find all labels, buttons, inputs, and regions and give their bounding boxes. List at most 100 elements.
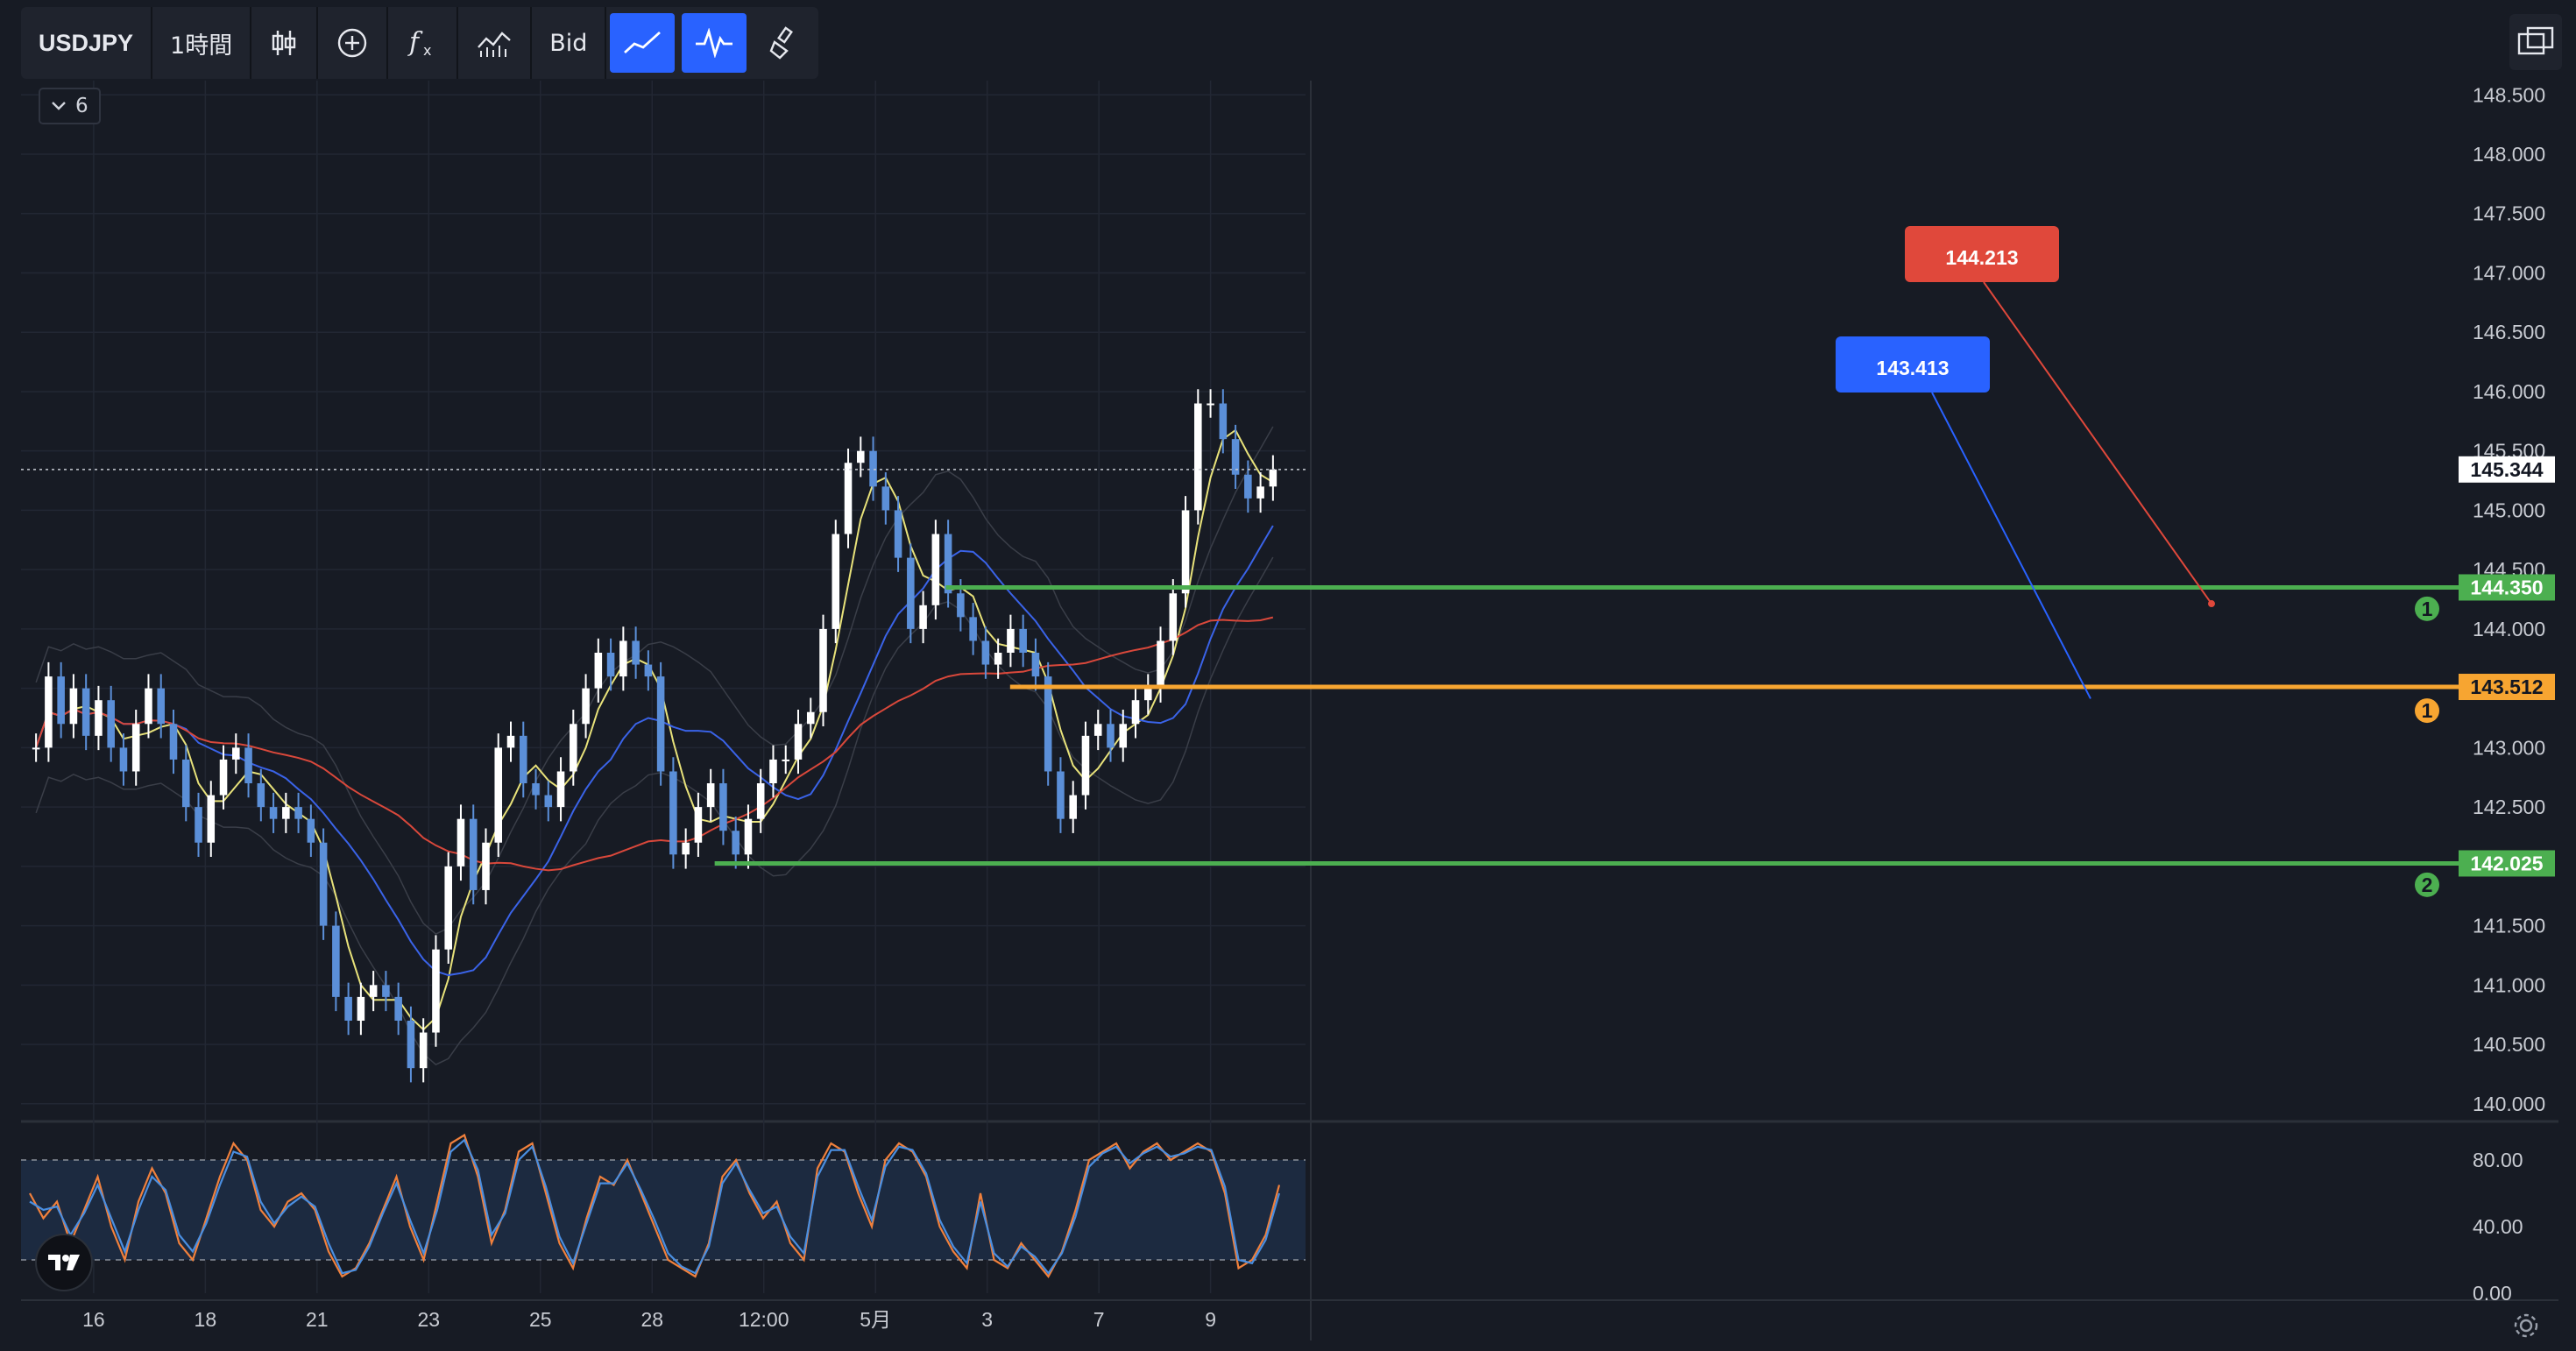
settings-gear-icon[interactable] xyxy=(2511,1311,2541,1340)
interval-button[interactable]: 1時間 xyxy=(152,7,252,79)
price-tick-label: 146.000 xyxy=(2473,380,2545,403)
candle-body xyxy=(294,807,302,819)
oscillator-tick-label: 0.00 xyxy=(2473,1282,2512,1305)
candle-body xyxy=(632,640,640,665)
wave-tool-button[interactable] xyxy=(682,13,747,73)
candle-body xyxy=(244,747,252,784)
candle-body xyxy=(157,688,166,725)
symbol-label: USDJPY xyxy=(39,29,134,56)
svg-text:f: f xyxy=(407,27,423,58)
time-tick-label: 18 xyxy=(195,1308,217,1331)
candle-body xyxy=(694,807,703,843)
level-price-label: 144.350 xyxy=(2470,576,2543,598)
tradingview-logo[interactable] xyxy=(35,1234,93,1291)
price-source-button[interactable]: Bid xyxy=(532,7,607,79)
candle-body xyxy=(1269,469,1277,487)
candle-body xyxy=(107,700,115,748)
candle-body xyxy=(682,842,690,855)
trend-line-icon xyxy=(624,31,662,54)
candle-body xyxy=(570,724,577,772)
candle-body xyxy=(907,557,915,629)
symbol-button[interactable]: USDJPY xyxy=(21,7,153,79)
candles-icon xyxy=(272,31,296,55)
candle-body xyxy=(1093,724,1102,736)
candle-body xyxy=(857,450,865,463)
candle-body xyxy=(382,985,390,997)
candle-body xyxy=(1119,724,1128,748)
candle-body xyxy=(1081,735,1090,796)
candle-body xyxy=(494,747,503,843)
time-tick-label: 16 xyxy=(82,1308,105,1331)
candle-body xyxy=(307,818,315,843)
interval-label: 1時間 xyxy=(170,32,233,60)
candle-body xyxy=(1031,652,1040,677)
indicator-legend-toggle[interactable]: 6 xyxy=(39,88,101,124)
candle-body xyxy=(506,735,515,748)
layout-button[interactable] xyxy=(2509,14,2562,70)
candle-body xyxy=(919,605,927,629)
level-price-label: 142.025 xyxy=(2470,852,2543,874)
candle-body xyxy=(1219,403,1228,440)
bollinger-upper-band xyxy=(35,426,1274,935)
red-callout-box xyxy=(1905,226,2059,282)
candle-body xyxy=(257,783,265,808)
candle-body xyxy=(931,534,940,605)
price-tick-label: 141.000 xyxy=(2473,973,2545,996)
add-indicator-button[interactable] xyxy=(318,7,389,79)
stochastic-k-line xyxy=(29,1133,1281,1278)
price-tick-label: 140.500 xyxy=(2473,1033,2545,1056)
candle-body xyxy=(219,759,228,796)
line-tool-button[interactable] xyxy=(610,13,676,73)
candle-body xyxy=(444,866,452,950)
candle-body xyxy=(1169,593,1178,641)
candle-body xyxy=(881,486,890,511)
red-callout-pointer xyxy=(1983,281,2212,605)
candle-body xyxy=(1044,676,1052,772)
brush-button[interactable] xyxy=(750,7,818,79)
level-number-marker xyxy=(2415,698,2439,724)
price-tick-label: 147.500 xyxy=(2473,202,2545,225)
time-tick-label: 9 xyxy=(1205,1308,1216,1331)
compare-button[interactable] xyxy=(458,7,533,79)
candle-body xyxy=(644,664,653,677)
level-tag xyxy=(2459,674,2555,701)
candle-body xyxy=(544,795,553,808)
candle-body xyxy=(344,996,352,1021)
candle-body xyxy=(819,628,827,712)
candle-body xyxy=(432,949,440,1033)
level-number-label: 1 xyxy=(2422,598,2433,620)
time-tick-label: 7 xyxy=(1093,1308,1105,1331)
candle-body xyxy=(519,735,527,784)
ma-short-line xyxy=(35,428,1274,1031)
red-callout-anchor xyxy=(2208,600,2215,608)
level-number-marker xyxy=(2415,872,2439,897)
candle-body xyxy=(1256,486,1264,499)
candle-body xyxy=(319,842,328,926)
time-tick-label: 25 xyxy=(529,1308,552,1331)
candle-body xyxy=(957,593,965,618)
candle-body xyxy=(594,652,603,689)
price-pane xyxy=(21,81,1306,1114)
candle-body xyxy=(832,534,840,629)
candle-body xyxy=(1244,474,1252,499)
stochastic-d-line xyxy=(29,1138,1281,1276)
candle-body xyxy=(981,640,990,665)
candle-type-button[interactable] xyxy=(251,7,319,79)
time-tick-label: 12:00 xyxy=(739,1308,789,1331)
time-tick-label: 5月 xyxy=(860,1308,891,1331)
candle-body xyxy=(269,807,278,819)
candle-body xyxy=(357,996,365,1021)
price-tick-label: 146.500 xyxy=(2473,321,2545,343)
candle-body xyxy=(131,724,140,772)
time-tick-label: 21 xyxy=(306,1308,329,1331)
red-callout-label: 144.213 xyxy=(1945,246,2018,269)
candle-body xyxy=(744,818,753,855)
brush-icon xyxy=(769,26,794,60)
candle-body xyxy=(69,688,78,725)
time-tick-label: 28 xyxy=(640,1308,663,1331)
candle-body xyxy=(469,818,478,890)
candle-body xyxy=(1069,795,1077,819)
